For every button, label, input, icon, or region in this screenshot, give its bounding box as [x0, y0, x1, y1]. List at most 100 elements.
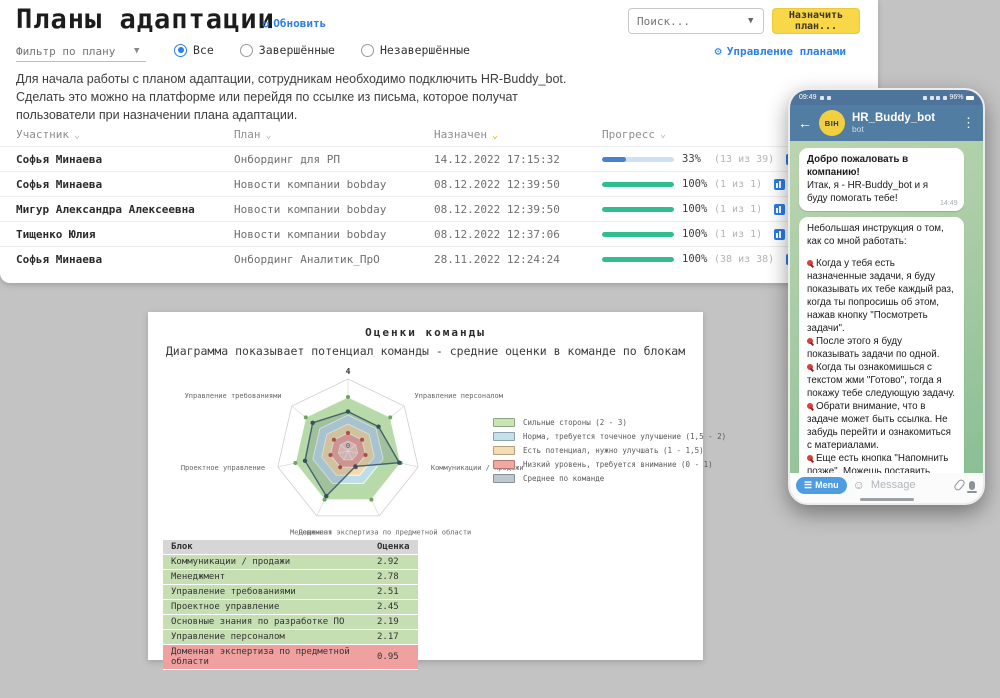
plans-panel: Планы адаптации ↻ Обновить ▼ Назначить п… [0, 0, 878, 283]
chat-header: ← BIH HR_Buddy_bot bot ⋮ [790, 105, 983, 141]
battery-percent: 96% [949, 94, 964, 101]
sort-icon: ⌄ [265, 129, 272, 141]
pushpin-icon [807, 338, 813, 345]
svg-text:4: 4 [346, 367, 351, 376]
col-participant[interactable]: Участник ⌄ [16, 127, 81, 141]
manage-plans-link[interactable]: ⚙ Управление планами [715, 44, 846, 58]
wifi-icon [936, 95, 941, 100]
gear-icon: ⚙ [714, 44, 722, 58]
chat-area[interactable]: Добро пожаловать в компанию! Итак, я - H… [790, 141, 983, 503]
table-row[interactable]: Софья Минаева Онбординг Аналитик_ПрО 28.… [0, 246, 878, 271]
legend-item: Низкий уровень, требуется внимание (0 - … [493, 460, 726, 469]
microphone-icon[interactable] [967, 480, 977, 493]
avatar[interactable]: BIH [819, 110, 845, 136]
progress-bar [602, 231, 674, 237]
col-assigned[interactable]: Назначен ⌄ [434, 127, 499, 141]
progress-count: (13 из 39) [714, 153, 775, 165]
score-header-row: Блок Оценка [163, 540, 418, 555]
col-progress[interactable]: Прогресс ⌄ [602, 127, 667, 141]
legend-item: Норма, требуется точечное улучшение (1,5… [493, 432, 726, 441]
pushpin-icon [807, 455, 813, 462]
status-bar: 09:49 96% [790, 90, 983, 105]
notification-icon [826, 95, 831, 100]
score-table: Блок Оценка Коммуникации / продажи 2.92 М… [163, 540, 418, 670]
chart-legend: Сильные стороны (2 - 3) Норма, требуется… [493, 418, 726, 483]
assigned-date: 08.12.2022 12:37:06 [434, 227, 560, 241]
radio-uncompleted[interactable]: Незавершённые [360, 43, 470, 57]
participant-name: Мигур Александра Алексеевна [16, 202, 195, 216]
radio-dot [239, 43, 253, 57]
stats-icon [774, 203, 786, 215]
progress-bar [602, 156, 674, 162]
home-indicator[interactable] [859, 498, 914, 501]
radio-all[interactable]: Все [174, 43, 214, 57]
alarm-icon [923, 95, 928, 100]
mute-icon [929, 95, 934, 100]
search-input[interactable] [628, 8, 764, 34]
page-title: Планы адаптации [16, 4, 275, 35]
stats-icon [774, 228, 786, 240]
svg-text:Основные знания по разработке: Основные знания по разработке ПО [281, 356, 416, 357]
sort-icon: ⌄ [73, 129, 81, 141]
signal-icon [942, 95, 947, 100]
table-row[interactable]: Софья Минаева Онбординг для РП 14.12.202… [0, 146, 878, 171]
instruction-item: Когда ты ознакомишься с текстом жми "Гот… [807, 362, 955, 400]
progress-count: (1 из 1) [714, 228, 763, 240]
refresh-button[interactable]: ↻ Обновить [262, 16, 326, 30]
pushpin-icon [807, 403, 813, 410]
legend-swatch [493, 446, 515, 455]
radio-completed[interactable]: Завершённые [239, 43, 335, 57]
legend-swatch [493, 418, 515, 427]
progress-bar [602, 256, 674, 262]
plan-filter-input[interactable] [16, 42, 146, 62]
svg-text:Коммуникации / продажи: Коммуникации / продажи [431, 464, 524, 472]
plans-table: Участник ⌄ План ⌄ Назначен ⌄ Прогресс ⌄ Софь… [0, 122, 878, 271]
score-row: Коммуникации / продажи 2.92 [163, 554, 418, 570]
message-bubble: Небольшая инструкция о том, как со мной … [799, 217, 964, 503]
back-arrow-icon[interactable]: ← [798, 115, 812, 131]
score-row: Управление требованиями 2.51 [163, 584, 418, 600]
table-row[interactable]: Тищенко Юлия Новости компании bobday 08.… [0, 221, 878, 246]
emoji-icon[interactable]: ☺ [852, 478, 865, 492]
progress-count: (38 из 38) [714, 253, 775, 265]
legend-item: Есть потенциал, нужно улучшать (1 - 1,5) [493, 446, 726, 455]
legend-item: Сильные стороны (2 - 3) [493, 418, 726, 427]
more-options-icon[interactable]: ⋮ [962, 115, 975, 130]
attachment-icon[interactable] [952, 478, 967, 492]
legend-swatch [493, 474, 515, 483]
message-text: Небольшая инструкция о том, как со мной … [807, 223, 944, 248]
score-row: Менеджмент 2.78 [163, 569, 418, 585]
sort-icon: ⌄ [659, 128, 667, 140]
progress-count: (1 из 1) [714, 203, 763, 215]
assigned-date: 08.12.2022 12:39:50 [434, 202, 560, 216]
progress-percent: 100% [682, 178, 708, 190]
table-row[interactable]: Мигур Александра Алексеевна Новости комп… [0, 196, 878, 221]
progress-bar [602, 206, 674, 212]
panel-description: Для начала работы с планом адаптации, со… [16, 72, 567, 123]
radio-label: Незавершённые [379, 43, 470, 57]
assigned-date: 14.12.2022 17:15:32 [434, 152, 560, 166]
status-radio-group: Все Завершённые Незавершённые [174, 43, 470, 57]
table-header-row: Участник ⌄ План ⌄ Назначен ⌄ Прогресс ⌄ [0, 122, 878, 146]
menu-button[interactable]: ☰ Menu [796, 476, 847, 494]
legend-item: Среднее по команде [493, 474, 726, 483]
pushpin-icon [807, 364, 813, 371]
score-row: Основные знания по разработке ПО 2.19 [163, 614, 418, 630]
assign-plan-button[interactable]: Назначить план... [772, 8, 860, 34]
chart-title: Оценки команды [365, 326, 486, 339]
filter-row: ▼ Все Завершённые Незавершённые ⚙ Управл… [16, 42, 862, 64]
svg-text:Доменная экспертиза по предмет: Доменная экспертиза по предметной област… [298, 529, 471, 537]
pushpin-icon [807, 260, 813, 267]
participant-name: Тищенко Юлия [16, 227, 96, 241]
table-row[interactable]: Софья Минаева Новости компании bobday 08… [0, 171, 878, 196]
sort-icon-active: ⌄ [491, 129, 499, 141]
radar-chart: 4 0 Основные знания по разработке ПО Управл… [181, 356, 524, 537]
progress-percent: 100% [682, 253, 708, 265]
score-row: Управление персоналом 2.17 [163, 629, 418, 645]
col-plan[interactable]: План ⌄ [234, 127, 272, 141]
telegram-phone: 09:49 96% ← BIH HR_Buddy_bot bot ⋮ Добро… [788, 88, 985, 505]
team-scores-panel: Оценки команды Диаграмма показывает поте… [148, 312, 726, 670]
svg-text:Проектное управление: Проектное управление [181, 464, 265, 472]
message-input[interactable]: Message [870, 479, 916, 491]
legend-swatch [493, 460, 515, 469]
